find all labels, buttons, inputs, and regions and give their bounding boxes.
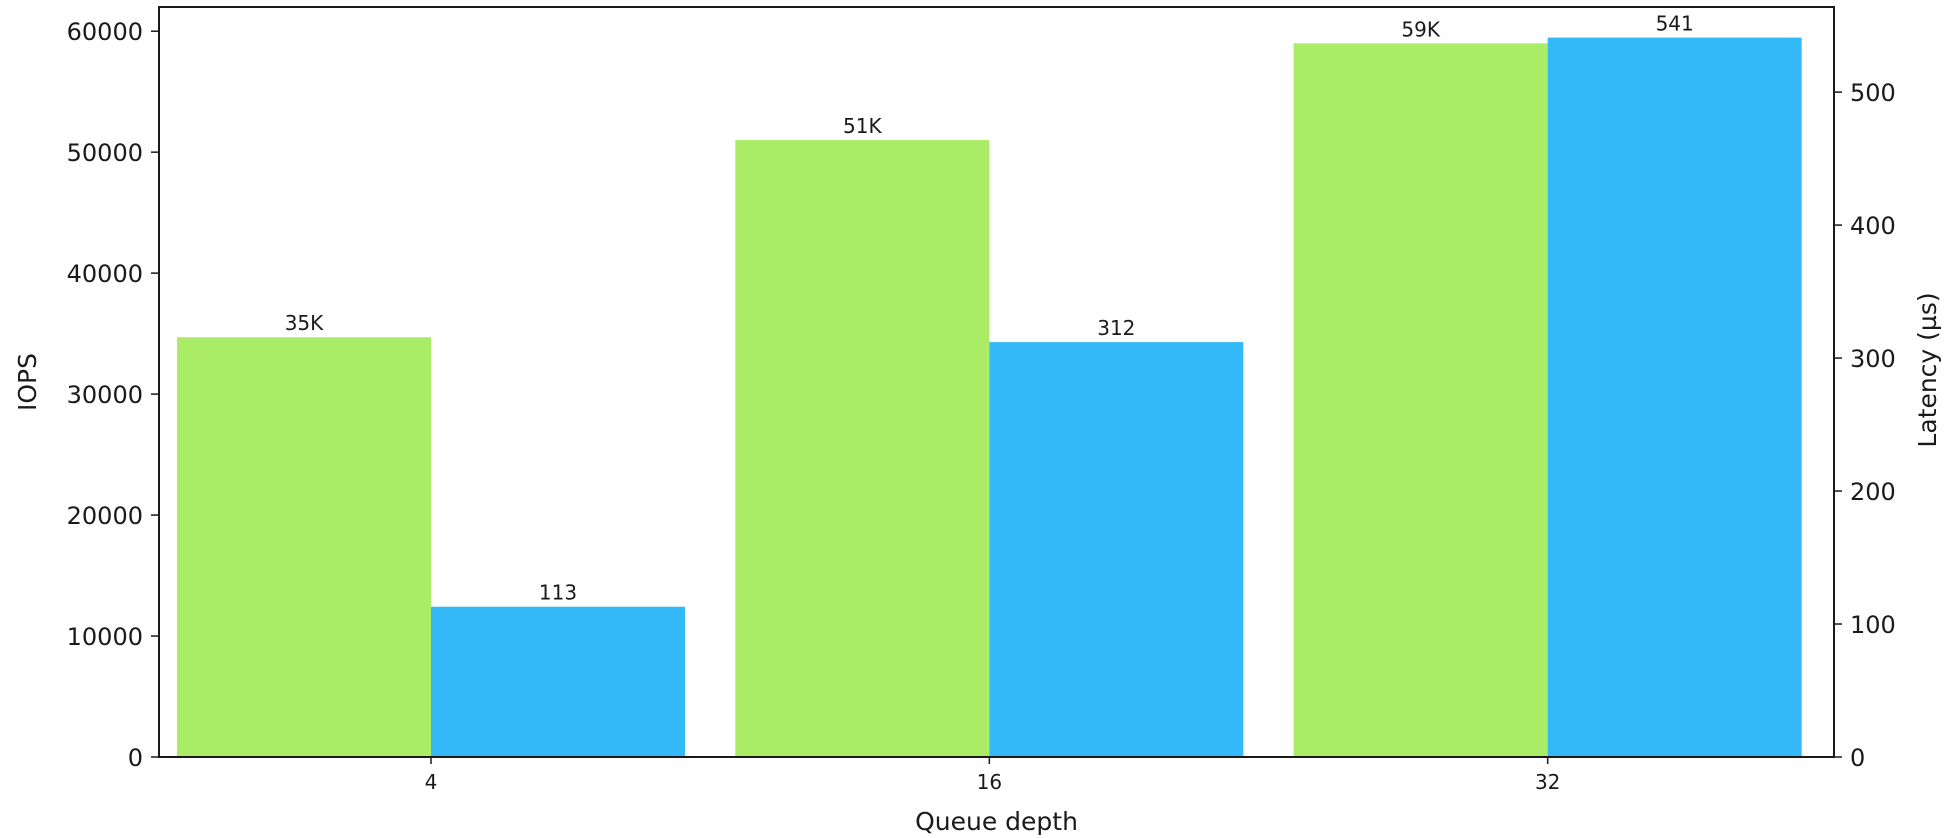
- iops-bar-16: [735, 140, 990, 757]
- y2-tick-label-400: 400: [1850, 212, 1896, 240]
- y-tick-label-10000: 10000: [67, 623, 143, 651]
- y-tick-label-20000: 20000: [67, 502, 143, 530]
- y-tick-label-0: 0: [128, 744, 143, 772]
- x-tick-label-4: 4: [425, 770, 438, 794]
- y-tick-label-50000: 50000: [67, 139, 143, 167]
- x-axis-label: Queue depth: [915, 807, 1078, 836]
- bars-layer: [177, 37, 1802, 758]
- plot-frame: [158, 6, 1835, 758]
- y2-tick-label-300: 300: [1850, 345, 1896, 373]
- y2-tick-label-100: 100: [1850, 611, 1896, 639]
- x-tick-label-16: 16: [977, 770, 1002, 794]
- y2-tick-label-500: 500: [1850, 79, 1896, 107]
- axes-layer: 4 16 32 0 10000 20000 30000 40000 50000 60000 0 100…: [67, 6, 1896, 794]
- y-tick-label-60000: 60000: [67, 18, 143, 46]
- latency-data-label-32: 541: [1656, 12, 1694, 36]
- y-axis-label: IOPS: [13, 353, 42, 411]
- y-tick-label-40000: 40000: [67, 260, 143, 288]
- iops-data-label-4: 35K: [285, 311, 324, 335]
- latency-bar-32: [1547, 37, 1802, 758]
- iops-data-label-32: 59K: [1401, 17, 1440, 41]
- latency-bar-16: [989, 342, 1244, 757]
- latency-bar-4: [431, 606, 685, 757]
- latency-data-label-4: 113: [539, 581, 577, 605]
- y2-tick-label-200: 200: [1850, 478, 1896, 506]
- y2-tick-label-0: 0: [1850, 744, 1865, 772]
- iops-bar-4: [177, 337, 431, 757]
- y2-axis-label: Latency (µs): [1913, 292, 1942, 447]
- data-labels-layer: 35K 113 51K 312 59K 541: [285, 12, 1694, 605]
- x-tick-label-32: 32: [1535, 770, 1560, 794]
- iops-data-label-16: 51K: [843, 114, 882, 138]
- latency-data-label-16: 312: [1097, 316, 1135, 340]
- y-tick-label-30000: 30000: [67, 381, 143, 409]
- iops-bar-32: [1293, 43, 1548, 757]
